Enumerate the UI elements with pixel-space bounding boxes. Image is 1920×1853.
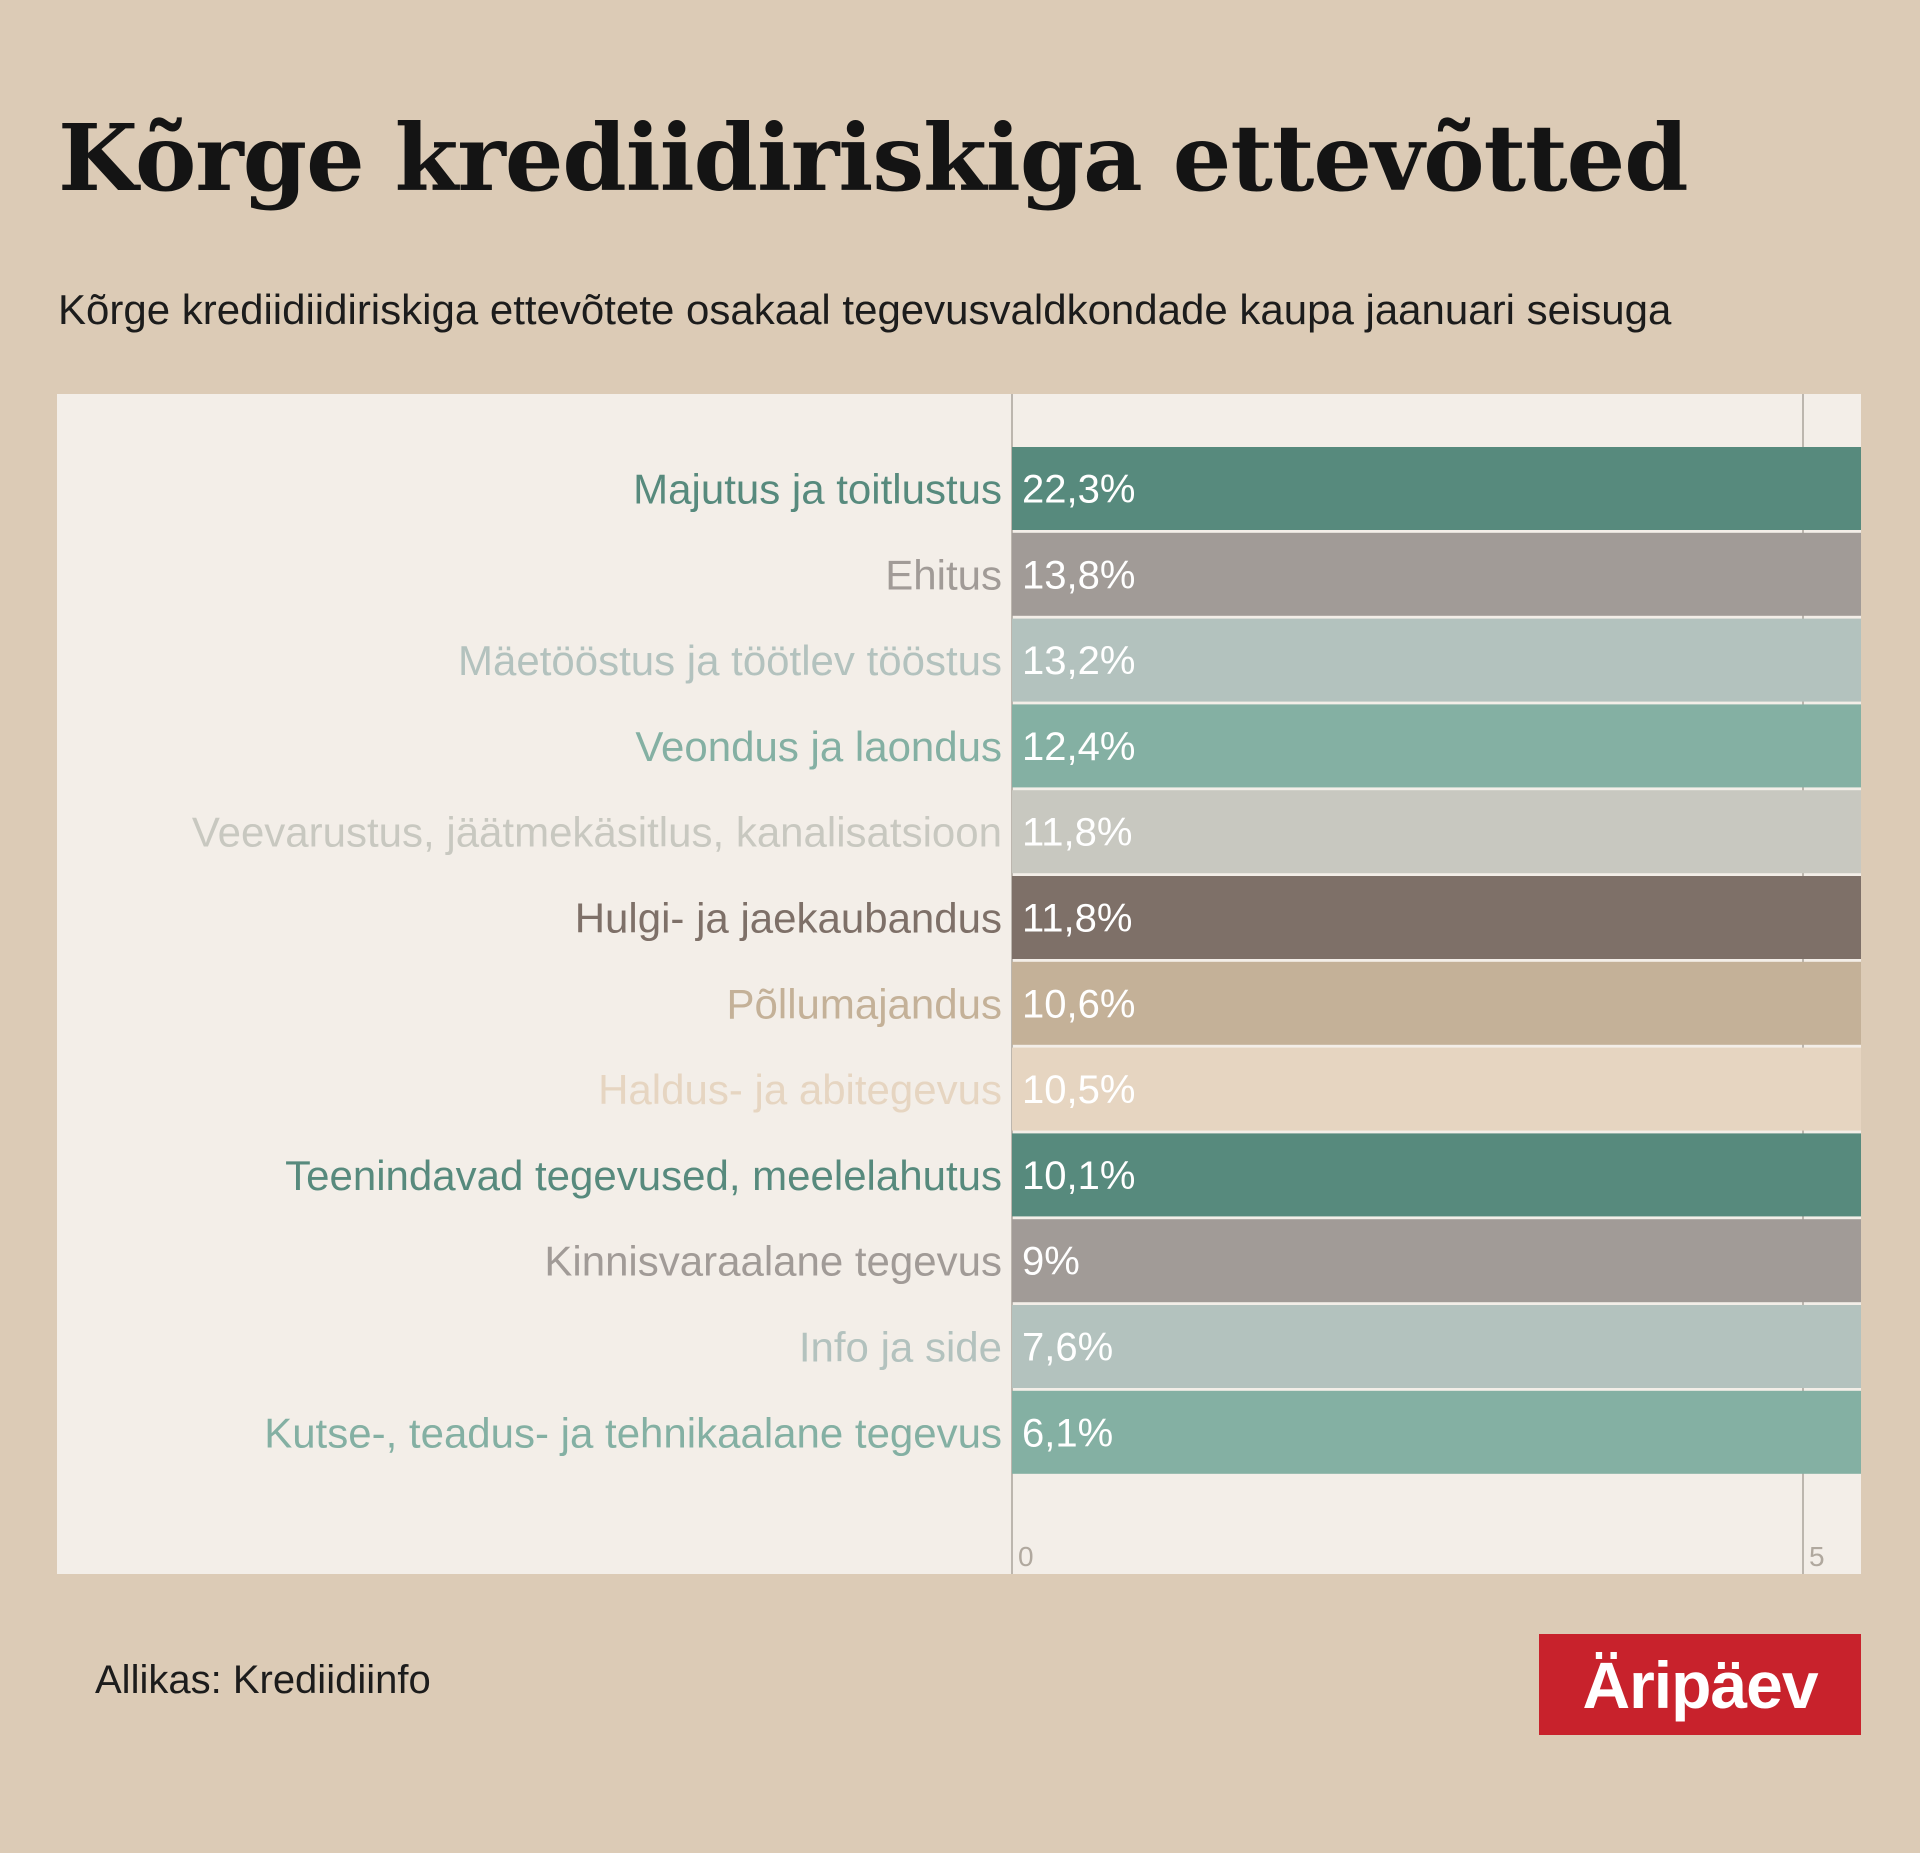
value-label-6: 10,6% (1022, 982, 1135, 1026)
bar-1 (1012, 532, 1861, 616)
aripaev-logo: Äripäev (1539, 1634, 1861, 1735)
category-label-2: Mäetööstus ja töötlev tööstus (458, 637, 1002, 684)
value-label-1: 13,8% (1022, 553, 1135, 597)
tick-label-5: 5 (1809, 1541, 1825, 1572)
category-label-3: Veondus ja laondus (635, 723, 1002, 770)
value-label-8: 10,1% (1022, 1154, 1135, 1198)
bar-3 (1012, 704, 1861, 788)
category-label-6: Põllumajandus (726, 980, 1002, 1027)
category-label-1: Ehitus (885, 551, 1002, 598)
category-label-10: Info ja side (799, 1324, 1002, 1371)
value-label-4: 11,8% (1022, 811, 1132, 855)
source-note: Allikas: Krediidiinfo (95, 1658, 431, 1702)
category-label-4: Veevarustus, jäätmekäsitlus, kanalisatsi… (192, 809, 1002, 856)
bar-10 (1012, 1305, 1861, 1388)
category-label-5: Hulgi- ja jaekaubandus (575, 895, 1002, 942)
value-label-5: 11,8% (1022, 897, 1132, 941)
value-label-3: 12,4% (1022, 725, 1135, 769)
category-label-9: Kinnisvaraalane tegevus (544, 1238, 1002, 1285)
value-label-0: 22,3% (1022, 468, 1135, 512)
bar-chart: 22,3% Majutus ja toitlustus 13,8% Ehitus 13,… (192, 394, 1861, 1574)
bar-11 (1012, 1390, 1861, 1474)
chart-panel: 22,3% Majutus ja toitlustus 13,8% Ehitus 13,… (57, 394, 1861, 1574)
bar-7 (1012, 1047, 1861, 1131)
value-label-7: 10,5% (1022, 1068, 1135, 1112)
chart-subtitle: Kõrge krediidiidiriskiga ettevõtete osak… (58, 286, 1672, 333)
value-label-2: 13,2% (1022, 639, 1135, 683)
bar-9 (1012, 1219, 1861, 1303)
value-label-11: 6,1% (1022, 1411, 1113, 1455)
bar-5 (1012, 876, 1861, 959)
category-label-7: Haldus- ja abitegevus (598, 1066, 1002, 1113)
value-label-9: 9% (1022, 1240, 1080, 1284)
value-label-10: 7,6% (1022, 1326, 1113, 1370)
bar-8 (1012, 1133, 1861, 1217)
bar-2 (1012, 618, 1861, 702)
tick-label-0: 0 (1018, 1541, 1034, 1572)
category-label-8: Teenindavad tegevused, meelelahutus (285, 1152, 1002, 1199)
category-label-0: Majutus ja toitlustus (633, 466, 1002, 513)
chart-title: Kõrge krediidiriskiga ettevõtted (58, 104, 1689, 212)
bar-6 (1012, 961, 1861, 1045)
bar-0 (1012, 447, 1861, 530)
category-label-11: Kutse-, teadus- ja tehnikaalane tegevus (264, 1409, 1002, 1456)
bar-4 (1012, 790, 1861, 874)
